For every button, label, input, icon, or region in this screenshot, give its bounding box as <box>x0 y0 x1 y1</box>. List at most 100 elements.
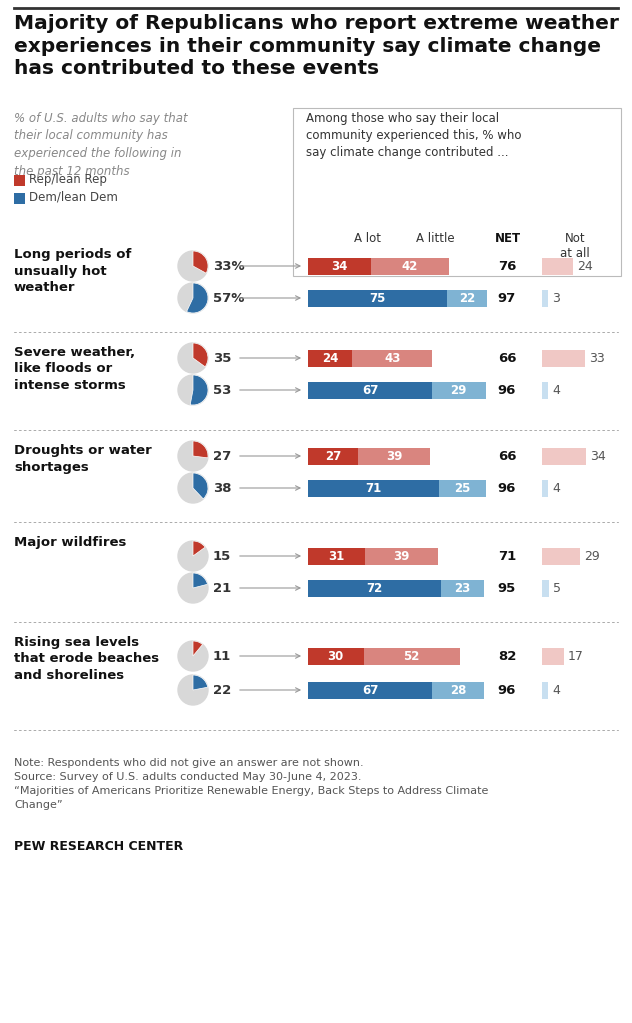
Text: 52: 52 <box>403 650 420 663</box>
Bar <box>308 681 432 699</box>
Wedge shape <box>193 473 208 499</box>
Text: 96: 96 <box>498 482 516 494</box>
Text: % of U.S. adults who say that
their local community has
experienced the followin: % of U.S. adults who say that their loca… <box>14 112 188 178</box>
Bar <box>542 258 573 274</box>
Circle shape <box>178 641 208 671</box>
Text: 22: 22 <box>213 683 231 697</box>
Text: 97: 97 <box>498 292 516 305</box>
Text: 21: 21 <box>213 581 231 594</box>
Text: 43: 43 <box>384 352 400 364</box>
Bar <box>371 258 449 274</box>
Text: 4: 4 <box>552 384 560 397</box>
Bar <box>542 447 586 464</box>
Wedge shape <box>193 573 207 588</box>
Text: 66: 66 <box>498 449 516 462</box>
Bar <box>14 192 25 204</box>
Bar <box>542 382 548 399</box>
Text: Long periods of
unsually hot
weather: Long periods of unsually hot weather <box>14 248 131 294</box>
Wedge shape <box>193 343 208 367</box>
Bar <box>308 382 432 399</box>
Text: 35: 35 <box>213 352 231 364</box>
Circle shape <box>178 343 208 373</box>
Text: PEW RESEARCH CENTER: PEW RESEARCH CENTER <box>14 840 183 853</box>
Bar <box>308 447 358 464</box>
Wedge shape <box>190 375 208 405</box>
Text: 31: 31 <box>329 549 345 563</box>
Bar <box>14 175 25 185</box>
Wedge shape <box>193 251 208 273</box>
Text: 53: 53 <box>213 384 231 397</box>
Text: Rep/lean Rep: Rep/lean Rep <box>29 173 107 185</box>
Text: 24: 24 <box>322 352 338 364</box>
Text: 67: 67 <box>362 683 378 697</box>
Text: 27: 27 <box>213 449 231 462</box>
Text: Severe weather,
like floods or
intense storms: Severe weather, like floods or intense s… <box>14 346 135 392</box>
Text: Note: Respondents who did not give an answer are not shown.
Source: Survey of U.: Note: Respondents who did not give an an… <box>14 758 489 810</box>
Text: 57%: 57% <box>213 292 245 305</box>
Text: Not
at all: Not at all <box>560 232 590 260</box>
Text: 76: 76 <box>498 260 516 272</box>
Text: 39: 39 <box>393 549 410 563</box>
Bar <box>353 350 432 366</box>
Bar <box>432 681 483 699</box>
Text: 30: 30 <box>327 650 344 663</box>
Text: 5: 5 <box>552 581 561 594</box>
Text: 23: 23 <box>454 581 471 594</box>
Circle shape <box>178 375 208 405</box>
Circle shape <box>178 541 208 571</box>
Text: 95: 95 <box>498 581 516 594</box>
Text: NET: NET <box>495 232 521 244</box>
Text: 22: 22 <box>459 292 475 305</box>
Text: 28: 28 <box>449 683 466 697</box>
Wedge shape <box>193 541 205 555</box>
Wedge shape <box>186 283 208 313</box>
Text: 24: 24 <box>577 260 593 272</box>
Circle shape <box>178 441 208 471</box>
Text: A lot: A lot <box>355 232 382 244</box>
Text: 11: 11 <box>213 650 231 663</box>
Circle shape <box>178 473 208 503</box>
Text: Majority of Republicans who report extreme weather
experiences in their communit: Majority of Republicans who report extre… <box>14 14 619 79</box>
Text: 17: 17 <box>568 650 584 663</box>
Bar <box>542 648 564 665</box>
Text: 38: 38 <box>213 482 231 494</box>
Text: 96: 96 <box>498 384 516 397</box>
Circle shape <box>178 283 208 313</box>
Text: 4: 4 <box>552 482 560 494</box>
Text: 39: 39 <box>386 449 402 462</box>
Bar <box>308 290 447 307</box>
Bar <box>308 648 363 665</box>
Bar <box>542 579 549 596</box>
Text: 25: 25 <box>454 482 471 494</box>
Text: A little: A little <box>416 232 454 244</box>
Text: 4: 4 <box>552 683 560 697</box>
Text: 82: 82 <box>498 650 516 663</box>
Text: 71: 71 <box>498 549 516 563</box>
Text: 3: 3 <box>552 292 560 305</box>
Text: 75: 75 <box>369 292 386 305</box>
Text: 42: 42 <box>401 260 418 272</box>
Text: Dem/lean Dem: Dem/lean Dem <box>29 190 118 204</box>
Text: 34: 34 <box>590 449 606 462</box>
Bar <box>542 290 548 307</box>
Circle shape <box>178 251 208 281</box>
Bar <box>441 579 483 596</box>
Wedge shape <box>193 441 208 458</box>
Text: 27: 27 <box>325 449 341 462</box>
Bar <box>542 547 580 565</box>
Bar <box>542 350 585 366</box>
Text: 15: 15 <box>213 549 231 563</box>
Text: 29: 29 <box>584 549 599 563</box>
Bar <box>308 350 353 366</box>
Text: 72: 72 <box>367 581 383 594</box>
Bar <box>363 648 459 665</box>
Wedge shape <box>193 641 203 656</box>
Text: 29: 29 <box>451 384 467 397</box>
Wedge shape <box>193 675 208 690</box>
Circle shape <box>178 675 208 705</box>
Bar <box>542 480 548 496</box>
Text: 96: 96 <box>498 683 516 697</box>
Text: Rising sea levels
that erode beaches
and shorelines: Rising sea levels that erode beaches and… <box>14 636 159 682</box>
Text: Among those who say their local
community experienced this, % who
say climate ch: Among those who say their local communit… <box>306 112 521 159</box>
Bar <box>308 258 371 274</box>
